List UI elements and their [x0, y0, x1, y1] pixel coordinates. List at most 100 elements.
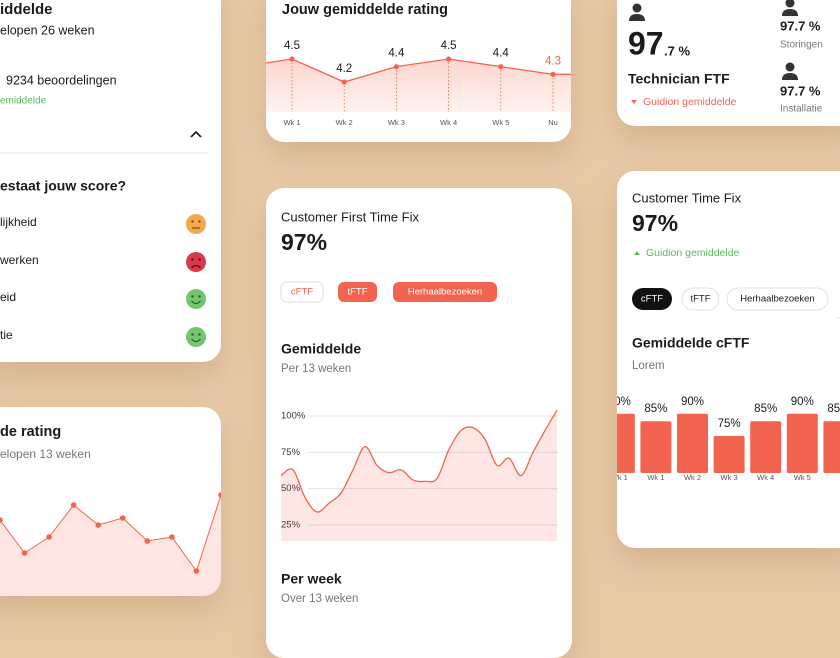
technician-svg: 97 .7 % Technician FTF Guidion gemiddeld…: [628, 0, 823, 115]
value-label: 85%: [827, 403, 840, 415]
face-happy: [186, 327, 206, 347]
chevron-up[interactable]: [190, 130, 202, 138]
face-neutral: [186, 214, 206, 234]
score-main: 97: [628, 25, 664, 61]
y-tick-label: 75%: [281, 447, 301, 458]
tab-label[interactable]: cFTF: [641, 294, 663, 305]
bar: [617, 413, 635, 473]
section-title: Gemiddelde cFTF: [632, 335, 750, 351]
note: Guidion gemiddelde: [646, 247, 740, 259]
value-label: 85%: [754, 403, 777, 415]
item-label: eid: [0, 290, 16, 304]
point: [341, 79, 347, 85]
point: [70, 502, 77, 508]
tab-label[interactable]: Herhaalbezoeken: [408, 287, 482, 298]
rating-chart: Jouw gemiddelde rating 4.5 Wk 1 4.2 Wk 2 4.4…: [266, 2, 571, 127]
section-subtitle: Over 13 weken: [281, 593, 358, 605]
value-label: 4.4: [388, 48, 405, 60]
ctf-svg: Customer Time Fix 97% Guidion gemiddelde…: [617, 190, 840, 482]
tab-label[interactable]: cFTF: [291, 287, 313, 298]
card-title: Customer Time Fix: [632, 190, 742, 205]
value-label: 4.5: [284, 40, 300, 52]
point: [169, 534, 175, 540]
bar: [677, 413, 708, 473]
section-title: Per week: [281, 571, 342, 587]
point: [119, 515, 126, 521]
cftf-card: Customer First Time Fix 97% cFTF tFTF He…: [266, 188, 572, 658]
bar: [750, 421, 782, 473]
score-decimal: .7 %: [664, 43, 690, 58]
stat-label: Storingen: [780, 40, 823, 51]
value-label: 90%: [791, 396, 814, 408]
tab-label[interactable]: tFTF: [690, 294, 710, 305]
item-label: werken: [0, 253, 39, 267]
value-label: 75%: [718, 418, 741, 430]
bar: [823, 421, 840, 473]
x-tick-label: Wk 1: [283, 118, 300, 127]
x-tick-label: Wk 5: [492, 118, 509, 127]
section-title: estaat jouw score?: [0, 178, 126, 194]
point: [289, 56, 295, 62]
tab-label[interactable]: tFTF: [347, 287, 367, 298]
stat-label: Installatie: [780, 104, 823, 115]
x-tick-label: Wk 2: [336, 118, 353, 127]
score-card: iddelde elopen 26 weken 9234 beoordeling…: [0, 0, 221, 362]
score: 97%: [281, 229, 327, 255]
face-sad: [186, 252, 206, 272]
note: emiddelde: [0, 96, 47, 107]
point: [0, 517, 3, 523]
section-subtitle: Per 13 weken: [281, 363, 351, 375]
technician-card: 97 .7 % Technician FTF Guidion gemiddeld…: [617, 0, 840, 126]
value-label: 4.3: [545, 55, 561, 67]
area-fill: [0, 495, 221, 596]
value-label: 4.5: [441, 40, 457, 52]
bar: [713, 436, 745, 473]
rating-card: Jouw gemiddelde rating 4.5 Wk 1 4.2 Wk 2 4.4…: [266, 0, 571, 142]
score-card-svg: iddelde elopen 26 weken 9234 beoordeling…: [0, 1, 208, 347]
section-subtitle: Lorem: [632, 360, 665, 372]
card-title: de rating: [0, 424, 61, 440]
up-arrow: [634, 251, 640, 255]
down-arrow: [631, 100, 637, 104]
ctf-card: Customer Time Fix 97% Guidion gemiddelde…: [617, 171, 840, 548]
tab[interactable]: [681, 287, 720, 311]
item-label: lijkheid: [0, 215, 37, 229]
tab[interactable]: [338, 282, 377, 302]
line: [0, 494, 221, 573]
rating-chart-2: de rating elopen 13 weken: [0, 424, 221, 596]
x-tick-label: Wk 1: [647, 473, 664, 482]
y-tick-label: 25%: [281, 520, 301, 531]
section-title: Gemiddelde: [281, 341, 361, 357]
point: [95, 522, 102, 528]
point: [193, 568, 200, 574]
value-label: 4.4: [493, 48, 510, 60]
value-label: 90%: [681, 396, 704, 408]
area-fill: [281, 410, 557, 541]
rating-card-2: de rating elopen 13 weken: [0, 407, 221, 596]
note: Guidion gemiddelde: [643, 96, 737, 108]
stat-value: 97.7 %: [780, 18, 821, 33]
cftf-svg: Customer First Time Fix 97% cFTF tFTF He…: [280, 209, 558, 605]
point: [393, 64, 399, 70]
card-title: Jouw gemiddelde rating: [282, 2, 448, 18]
tab[interactable]: [280, 281, 324, 303]
score: 97%: [632, 210, 678, 236]
line: [291, 58, 554, 83]
y-tick-label: 50%: [281, 483, 301, 494]
y-tick-label: 100%: [281, 411, 306, 422]
tab-label[interactable]: Herhaalbezoeken: [740, 294, 814, 305]
reviews: 9234 beoordelingen: [6, 73, 117, 87]
tab[interactable]: [632, 288, 672, 310]
x-tick-label: Wk 3: [388, 118, 405, 127]
x-tick-label: Wk 1: [617, 473, 628, 482]
area-fill: [266, 59, 571, 112]
value-label: 4.2: [336, 63, 352, 75]
point: [46, 534, 52, 540]
line: [280, 409, 558, 513]
bar: [640, 421, 672, 473]
tab[interactable]: [726, 287, 829, 311]
x-tick-label: Wk 2: [684, 473, 701, 482]
tab[interactable]: [393, 282, 497, 302]
point: [446, 56, 452, 62]
